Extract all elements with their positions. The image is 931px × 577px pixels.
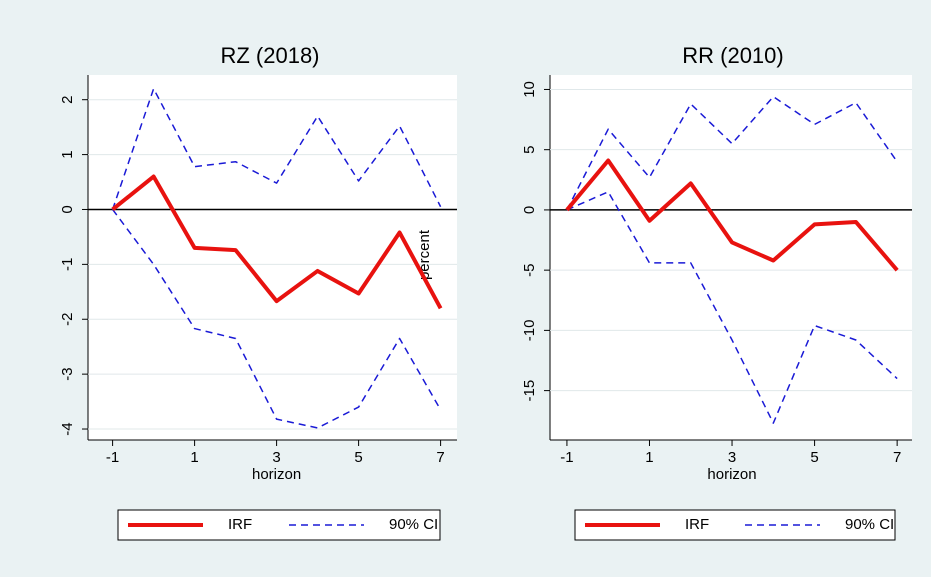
x-tick-label: 7 — [436, 449, 444, 466]
legend-label: 90% CI — [389, 516, 438, 533]
y-tick-label: 1 — [59, 150, 76, 158]
panel-title: RZ (2018) — [220, 43, 319, 68]
panel-title: RR (2010) — [682, 43, 783, 68]
x-tick-label: 5 — [810, 449, 818, 466]
plot-area — [550, 75, 912, 440]
series-line — [566, 191, 898, 424]
series-line — [111, 209, 442, 429]
y-tick-label: -3 — [59, 367, 76, 380]
y-tick-label: 0 — [521, 206, 538, 214]
plot-area — [88, 75, 457, 440]
series-line — [566, 95, 898, 211]
x-tick-label: 3 — [272, 449, 280, 466]
x-tick-label: 3 — [728, 449, 736, 466]
x-tick-label: 7 — [893, 449, 901, 466]
x-axis-title: horizon — [252, 466, 301, 483]
y-tick-label: -10 — [521, 320, 538, 342]
legend-label: 90% CI — [845, 516, 894, 533]
series-line — [111, 174, 443, 310]
legend-label: IRF — [685, 516, 709, 533]
series-line — [111, 87, 442, 210]
x-tick-label: 5 — [354, 449, 362, 466]
y-axis-title: percent — [416, 229, 433, 280]
x-tick-label: 1 — [645, 449, 653, 466]
y-tick-label: -5 — [521, 263, 538, 276]
y-tick-label: -1 — [59, 258, 76, 271]
y-tick-label: 2 — [59, 96, 76, 104]
x-tick-label: 1 — [190, 449, 198, 466]
y-tick-label: -4 — [59, 422, 76, 435]
x-tick-label: -1 — [106, 449, 119, 466]
x-tick-label: -1 — [560, 449, 573, 466]
y-tick-label: 10 — [521, 81, 538, 98]
series-line — [565, 158, 899, 272]
x-axis-title: horizon — [707, 466, 756, 483]
legend-label: IRF — [228, 516, 252, 533]
y-tick-label: 5 — [521, 146, 538, 154]
y-tick-label: 0 — [59, 205, 76, 213]
y-tick-label: -15 — [521, 380, 538, 402]
y-tick-label: -2 — [59, 313, 76, 326]
